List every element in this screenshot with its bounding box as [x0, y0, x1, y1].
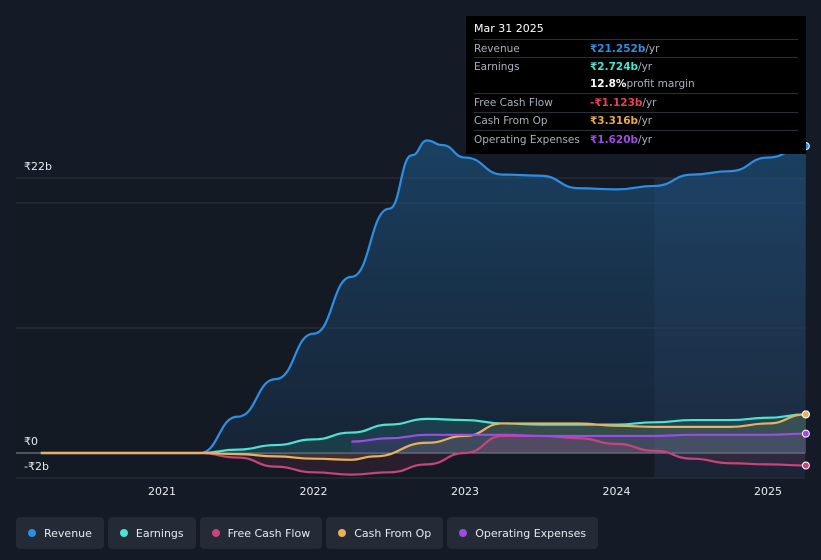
legend-item-operating-expenses[interactable]: Operating Expenses [447, 517, 599, 549]
series-endpoint-free-cash-flow [801, 461, 810, 470]
series-area-revenue [40, 140, 806, 453]
series-area-free-cash-flow [40, 435, 806, 475]
tooltip-row-value: ₹1.620b [590, 133, 639, 146]
legend-dot-icon [119, 529, 128, 537]
tooltip-row-unit: /yr [638, 61, 653, 74]
x-tick-label: 2025 [754, 485, 782, 498]
series-line-earnings [40, 413, 806, 455]
series-line-free-cash-flow [40, 434, 806, 476]
legend-item-cash-from-op[interactable]: Cash From Op [326, 517, 444, 549]
legend: Revenue Earnings Free Cash Flow Cash From O… [16, 517, 599, 549]
legend-label: Free Cash Flow [227, 526, 311, 540]
tooltip-date: Mar 31 2025 [474, 22, 544, 35]
legend-label: Operating Expenses [475, 526, 587, 540]
series-endpoint-operating-expenses [801, 429, 810, 438]
tooltip-rows: Revenue ₹21.252b /yr Earnings ₹2.724b /yr 12… [474, 39, 798, 148]
tooltip-row-unit: /yr [638, 133, 653, 146]
legend-dot-icon [28, 529, 36, 537]
tooltip: Mar 31 2025 Revenue ₹21.252b /yr Earnings ₹… [466, 16, 806, 154]
tooltip-row: Revenue ₹21.252b /yr [474, 39, 798, 57]
legend-dot-icon [459, 529, 468, 537]
series-area-operating-expenses [351, 433, 806, 453]
x-tick-label: 2021 [148, 485, 176, 498]
series-line-operating-expenses [351, 432, 806, 443]
tooltip-row-name: Earnings [474, 61, 520, 74]
legend-dot-icon [211, 529, 220, 537]
legend-label: Earnings [135, 526, 184, 540]
y-axis-zero-label: ₹0 [24, 435, 38, 448]
tooltip-row-value: ₹2.724b [590, 61, 639, 74]
tooltip-row-value: -₹1.123b [590, 96, 643, 109]
tooltip-row: Free Cash Flow -₹1.123b /yr [474, 93, 798, 111]
tooltip-row: Earnings ₹2.724b /yr [474, 57, 798, 75]
tooltip-row: 12.8% profit margin [474, 76, 798, 93]
legend-label: Cash From Op [354, 526, 432, 540]
tooltip-row-value: ₹3.316b [590, 115, 639, 128]
y-axis-top-label: ₹22b [24, 160, 52, 173]
series-endpoint-cash-from-op [801, 410, 810, 419]
y-axis-bottom-label: -₹2b [24, 460, 49, 473]
legend-dot-icon [338, 529, 347, 537]
tooltip-row-value: 12.8% [590, 78, 627, 91]
series-line-revenue [40, 139, 806, 455]
tooltip-row-name: Revenue [474, 42, 520, 55]
tooltip-row: Operating Expenses ₹1.620b /yr [474, 129, 798, 148]
tooltip-row-name: Operating Expenses [474, 133, 580, 146]
legend-item-earnings[interactable]: Earnings [107, 517, 196, 549]
x-tick-label: 2024 [603, 485, 631, 498]
tooltip-row-value: ₹21.252b [590, 42, 646, 55]
tooltip-row-unit: profit margin [626, 78, 695, 91]
legend-item-revenue[interactable]: Revenue [16, 517, 104, 549]
tooltip-row-unit: /yr [642, 96, 657, 109]
tooltip-row-unit: /yr [645, 42, 660, 55]
tooltip-row-name: Free Cash Flow [474, 96, 553, 109]
x-tick-label: 2022 [300, 485, 328, 498]
x-tick-label: 2023 [451, 485, 479, 498]
legend-item-free-cash-flow[interactable]: Free Cash Flow [199, 517, 323, 549]
tooltip-row-unit: /yr [638, 115, 653, 128]
tooltip-row-name: Cash From Op [474, 115, 548, 128]
tooltip-row: Cash From Op ₹3.316b /yr [474, 111, 798, 130]
legend-label: Revenue [44, 526, 92, 540]
